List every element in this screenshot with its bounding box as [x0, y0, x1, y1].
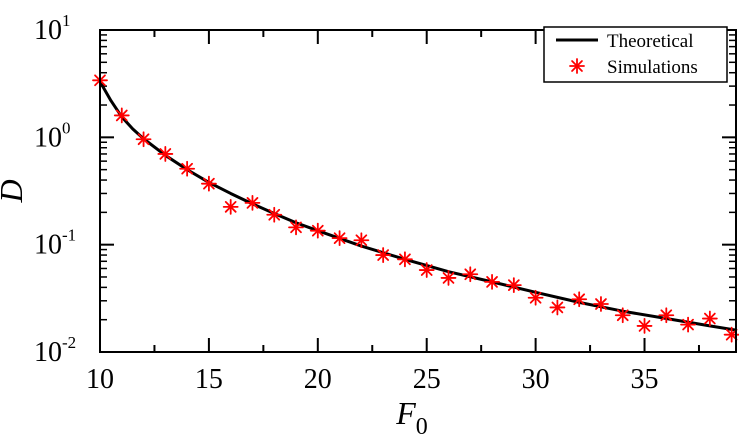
simulation-point — [549, 299, 566, 316]
simulation-point — [135, 131, 152, 148]
x-tick-label: 20 — [304, 364, 332, 395]
simulation-point — [527, 289, 544, 306]
simulation-point — [571, 291, 588, 308]
simulation-point — [723, 326, 739, 343]
simulation-point — [331, 230, 348, 247]
simulation-point — [222, 198, 239, 215]
simulation-point — [288, 219, 304, 236]
x-axis-label: F0 — [395, 395, 428, 439]
x-tick-label: 10 — [86, 364, 114, 395]
simulation-point — [353, 232, 370, 249]
y-tick-label: 10-2 — [34, 333, 76, 368]
theoretical-line — [100, 80, 736, 332]
legend-simulation-marker — [569, 58, 585, 74]
simulation-point — [397, 251, 413, 268]
x-tick-label: 15 — [195, 364, 223, 395]
simulation-point — [201, 175, 217, 192]
x-tick-label: 25 — [413, 364, 441, 395]
plot-area — [92, 72, 739, 343]
simulation-point — [614, 307, 631, 324]
simulation-point — [701, 310, 718, 327]
y-tick-label: 101 — [34, 11, 71, 46]
simulation-point — [440, 270, 457, 286]
x-axis-label-subscript: 0 — [416, 414, 428, 439]
simulation-point — [418, 262, 435, 278]
y-tick-label: 10-1 — [34, 226, 76, 261]
y-axis-label: D — [0, 179, 29, 203]
simulation-point — [309, 222, 326, 239]
simulation-point — [484, 273, 500, 290]
simulation-point — [244, 194, 261, 211]
simulation-point — [593, 296, 609, 312]
x-tick-label: 30 — [522, 364, 550, 395]
legend: Theoretical Simulations — [543, 26, 728, 83]
simulation-point — [636, 318, 653, 334]
simulation-point — [375, 247, 392, 263]
legend-box — [543, 26, 728, 83]
legend-label-theoretical: Theoretical — [607, 31, 694, 52]
plot-frame — [99, 29, 737, 353]
simulation-point — [680, 316, 696, 333]
legend-label-simulations: Simulations — [607, 57, 698, 78]
x-tick-label: 35 — [631, 364, 659, 395]
simulation-point — [113, 107, 130, 124]
simulation-point — [157, 146, 174, 162]
simulation-point — [658, 307, 675, 324]
y-tick-label: 100 — [34, 118, 71, 153]
simulation-point — [505, 277, 522, 294]
simulation-point — [179, 160, 196, 177]
ticks: 10 15 20 25 30 35 10-2 10-1 100 101 — [34, 11, 736, 395]
legend-marker-swatch — [569, 58, 585, 74]
simulation-point — [266, 206, 283, 223]
simulation-point — [462, 266, 479, 283]
